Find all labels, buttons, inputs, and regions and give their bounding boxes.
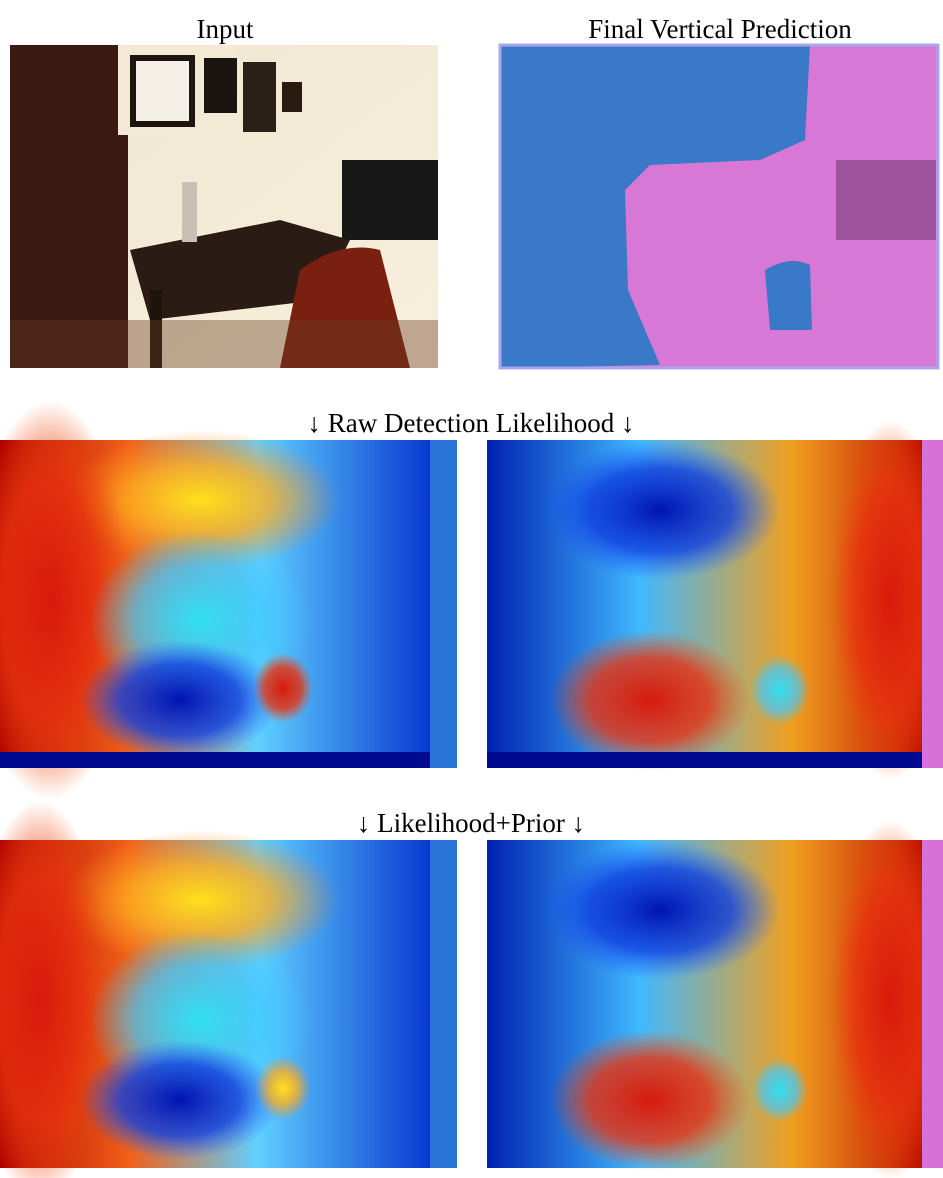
heatmap-left-raw <box>0 400 457 800</box>
prediction-image <box>500 45 938 368</box>
heatmap-left-prior <box>0 800 457 1178</box>
prediction-title: Final Vertical Prediction <box>588 14 852 44</box>
input-image <box>10 45 438 368</box>
heatmap-right-prior <box>487 820 943 1178</box>
row-label: ↓ Likelihood+Prior ↓ <box>357 808 585 838</box>
page: Input Final Vertical Prediction ↓ Raw De… <box>0 0 943 1178</box>
heatmap-right-raw <box>487 420 943 780</box>
row-label: ↓ Raw Detection Likelihood ↓ <box>308 408 635 438</box>
input-title: Input <box>197 14 254 44</box>
figure: Input Final Vertical Prediction ↓ Raw De… <box>0 0 943 1178</box>
